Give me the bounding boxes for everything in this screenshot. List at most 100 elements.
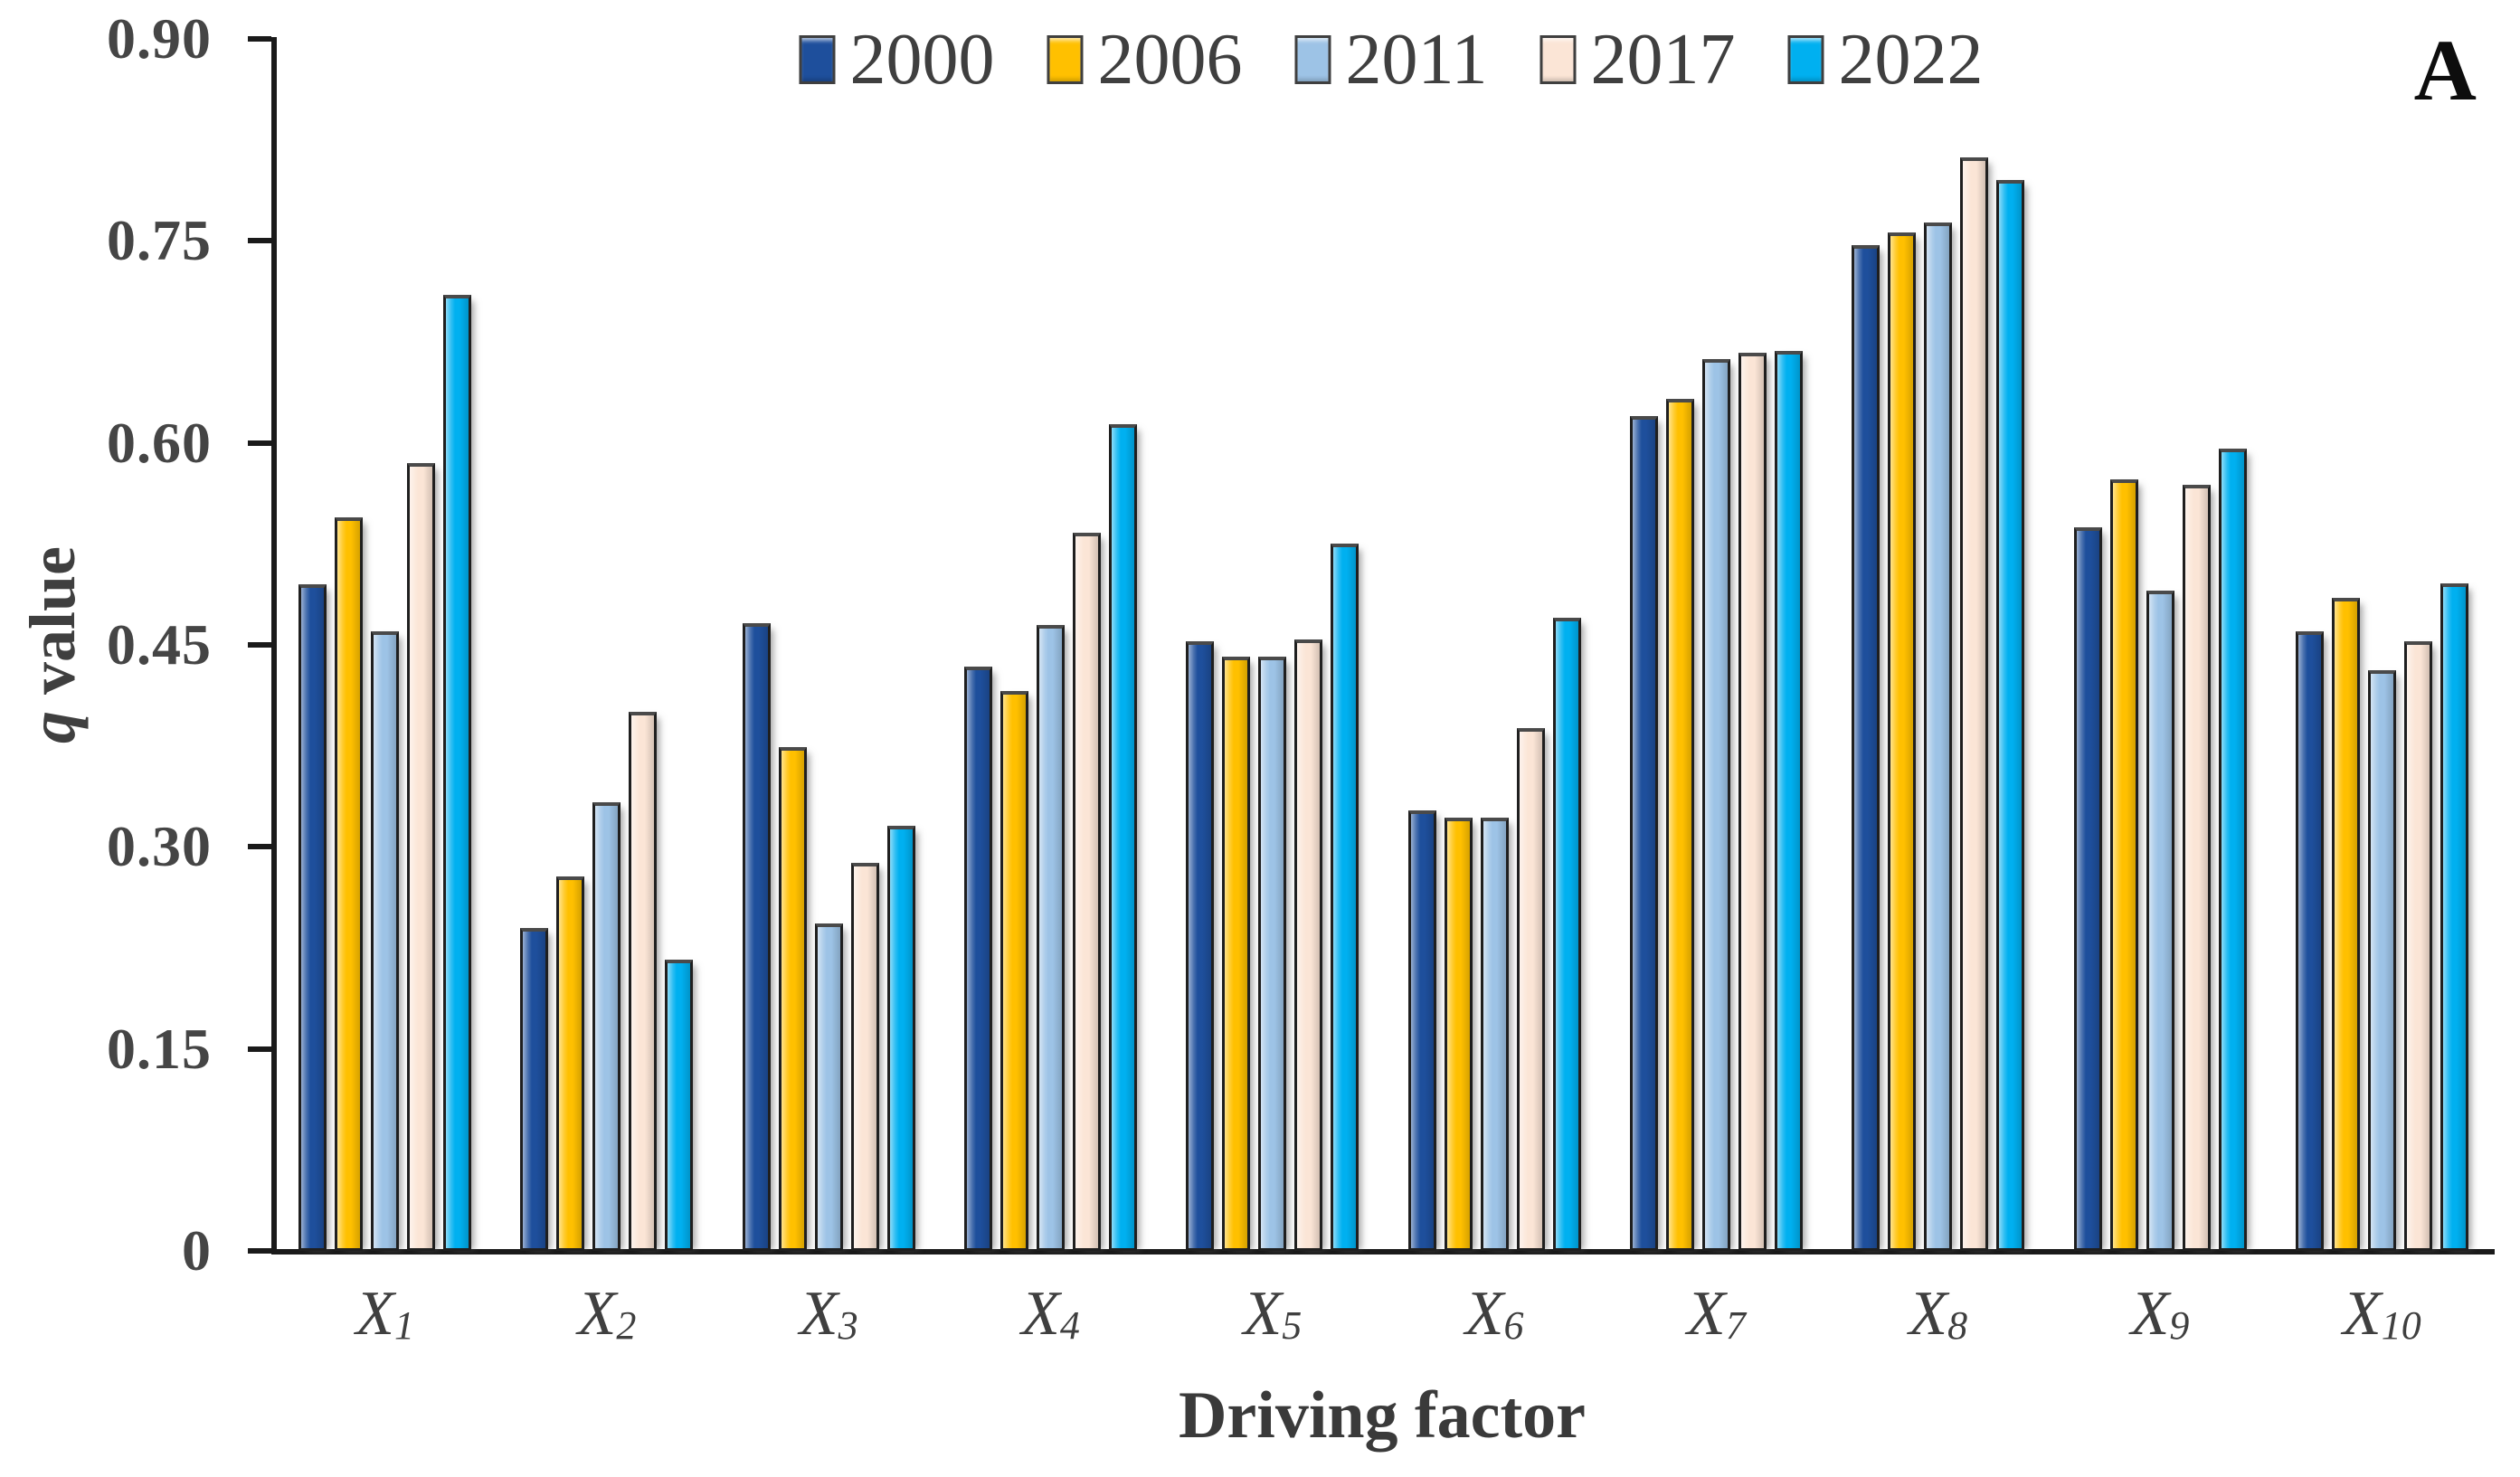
- x-category-label-X8: X8: [1827, 1283, 2049, 1346]
- bar-X9-2011: [2146, 591, 2174, 1251]
- bar-group-X8: [1827, 39, 2049, 1251]
- legend-label: 2017: [1590, 20, 1736, 99]
- bar-X8-2011: [1924, 222, 1953, 1251]
- y-tick-mark: [248, 36, 271, 42]
- x-category-label-X6: X6: [1383, 1283, 1605, 1346]
- bar-X4-2017: [1073, 533, 1102, 1251]
- bar-X8-2022: [1996, 180, 2025, 1251]
- bar-X10-2017: [2403, 640, 2432, 1251]
- x-category-subscript: 3: [838, 1303, 858, 1349]
- x-category-base: X: [1464, 1279, 1504, 1349]
- y-tick-label: 0: [182, 1218, 212, 1283]
- bar-X5-2006: [1222, 657, 1251, 1251]
- y-tick-label: 0.90: [107, 6, 212, 71]
- bar-X10-2011: [2367, 670, 2396, 1251]
- bar-X10-2022: [2439, 582, 2468, 1251]
- bar-X2-2006: [556, 876, 585, 1251]
- bar-X7-2017: [1738, 352, 1767, 1251]
- bar-X3-2000: [742, 623, 771, 1251]
- bar-X9-2017: [2182, 484, 2211, 1251]
- y-axis-ticks: 0 0.15 0.30 0.45 0.60 0.75 0.90: [0, 10, 271, 1280]
- legend-swatch-2011: [1294, 35, 1331, 84]
- x-axis-category-labels: X1 X2 X3 X4 X5 X6 X7 X8 X9 X10: [274, 1283, 2493, 1346]
- x-category-label-X1: X1: [274, 1283, 496, 1346]
- x-category-subscript: 1: [394, 1303, 415, 1349]
- bar-X7-2011: [1701, 359, 1730, 1251]
- bar-X1-2017: [407, 463, 436, 1251]
- y-tick-mark: [248, 1046, 271, 1052]
- bar-X1-2000: [298, 584, 327, 1251]
- x-category-base: X: [1687, 1279, 1726, 1349]
- legend-label: 2000: [849, 20, 995, 99]
- x-category-label-X5: X5: [1161, 1283, 1383, 1346]
- bar-X7-2006: [1665, 398, 1694, 1251]
- x-category-base: X: [2130, 1279, 2170, 1349]
- legend-item-2022: 2022: [1787, 24, 1984, 96]
- legend-item-2011: 2011: [1294, 20, 1488, 99]
- bar-group-X7: [1606, 39, 1827, 1251]
- plot-area: [274, 39, 2493, 1251]
- x-category-base: X: [799, 1279, 838, 1349]
- bar-X7-2022: [1774, 351, 1803, 1251]
- x-axis-line: [271, 1249, 2495, 1255]
- x-category-base: X: [2342, 1279, 2382, 1349]
- legend-label: 2011: [1345, 20, 1488, 99]
- bar-X2-2017: [629, 712, 658, 1251]
- bar-X5-2017: [1294, 639, 1323, 1251]
- bar-X8-2006: [1888, 232, 1917, 1251]
- bar-X7-2000: [1629, 415, 1658, 1251]
- y-tick-mark: [248, 238, 271, 244]
- y-tick-mark: [248, 1248, 271, 1254]
- x-category-base: X: [355, 1279, 395, 1349]
- bar-X6-2006: [1444, 817, 1473, 1251]
- legend-swatch-2006: [1047, 35, 1084, 84]
- x-category-base: X: [1909, 1279, 1948, 1349]
- bar-X6-2000: [1407, 810, 1436, 1251]
- legend-item-2006: 2006: [1047, 24, 1242, 96]
- bar-X1-2011: [371, 631, 400, 1251]
- legend-label: 2006: [1097, 20, 1243, 99]
- bar-X2-2022: [665, 960, 694, 1251]
- bar-X6-2022: [1552, 618, 1581, 1251]
- bar-X10-2006: [2331, 597, 2360, 1251]
- bar-X3-2006: [778, 747, 807, 1251]
- bar-X9-2022: [2218, 448, 2247, 1251]
- legend-swatch-2017: [1539, 35, 1577, 84]
- x-category-subscript: 6: [1503, 1303, 1524, 1349]
- x-category-base: X: [1243, 1279, 1283, 1349]
- x-category-subscript: 5: [1282, 1303, 1303, 1349]
- y-tick-label: 0.60: [107, 410, 212, 475]
- y-tick-label: 0.30: [107, 814, 212, 879]
- x-category-label-X7: X7: [1606, 1283, 1827, 1346]
- bar-group-X1: [274, 39, 496, 1251]
- x-category-base: X: [577, 1279, 617, 1349]
- y-tick-label: 0.45: [107, 612, 212, 677]
- y-tick-mark: [248, 440, 271, 446]
- y-tick-label: 0.75: [107, 208, 212, 273]
- x-category-subscript: 7: [1725, 1303, 1746, 1349]
- bar-group-X9: [2049, 39, 2270, 1251]
- bar-X6-2011: [1480, 817, 1509, 1251]
- y-tick-label: 0.15: [107, 1016, 212, 1081]
- bar-group-X10: [2271, 39, 2493, 1251]
- bar-X5-2011: [1258, 657, 1287, 1251]
- bar-X9-2000: [2073, 527, 2102, 1251]
- bar-X5-2022: [1331, 544, 1359, 1251]
- x-category-label-X10: X10: [2271, 1283, 2493, 1346]
- chart-legend: 2000 2006 2011 2017 2022: [799, 20, 1984, 99]
- y-tick-mark: [248, 642, 271, 648]
- bar-group-X3: [718, 39, 940, 1251]
- bar-X3-2017: [850, 863, 879, 1251]
- bar-X5-2000: [1186, 640, 1215, 1251]
- x-category-label-X9: X9: [2049, 1283, 2270, 1346]
- x-category-subscript: 8: [1947, 1303, 1968, 1349]
- legend-swatch-2022: [1787, 35, 1824, 84]
- legend-swatch-2000: [799, 35, 836, 84]
- x-category-label-X2: X2: [496, 1283, 717, 1346]
- bar-group-X4: [940, 39, 1161, 1251]
- y-axis-line: [271, 37, 277, 1255]
- legend-item-2000: 2000: [799, 24, 994, 96]
- bar-X4-2022: [1109, 423, 1138, 1251]
- bar-X1-2006: [335, 516, 364, 1251]
- legend-item-2017: 2017: [1539, 20, 1736, 99]
